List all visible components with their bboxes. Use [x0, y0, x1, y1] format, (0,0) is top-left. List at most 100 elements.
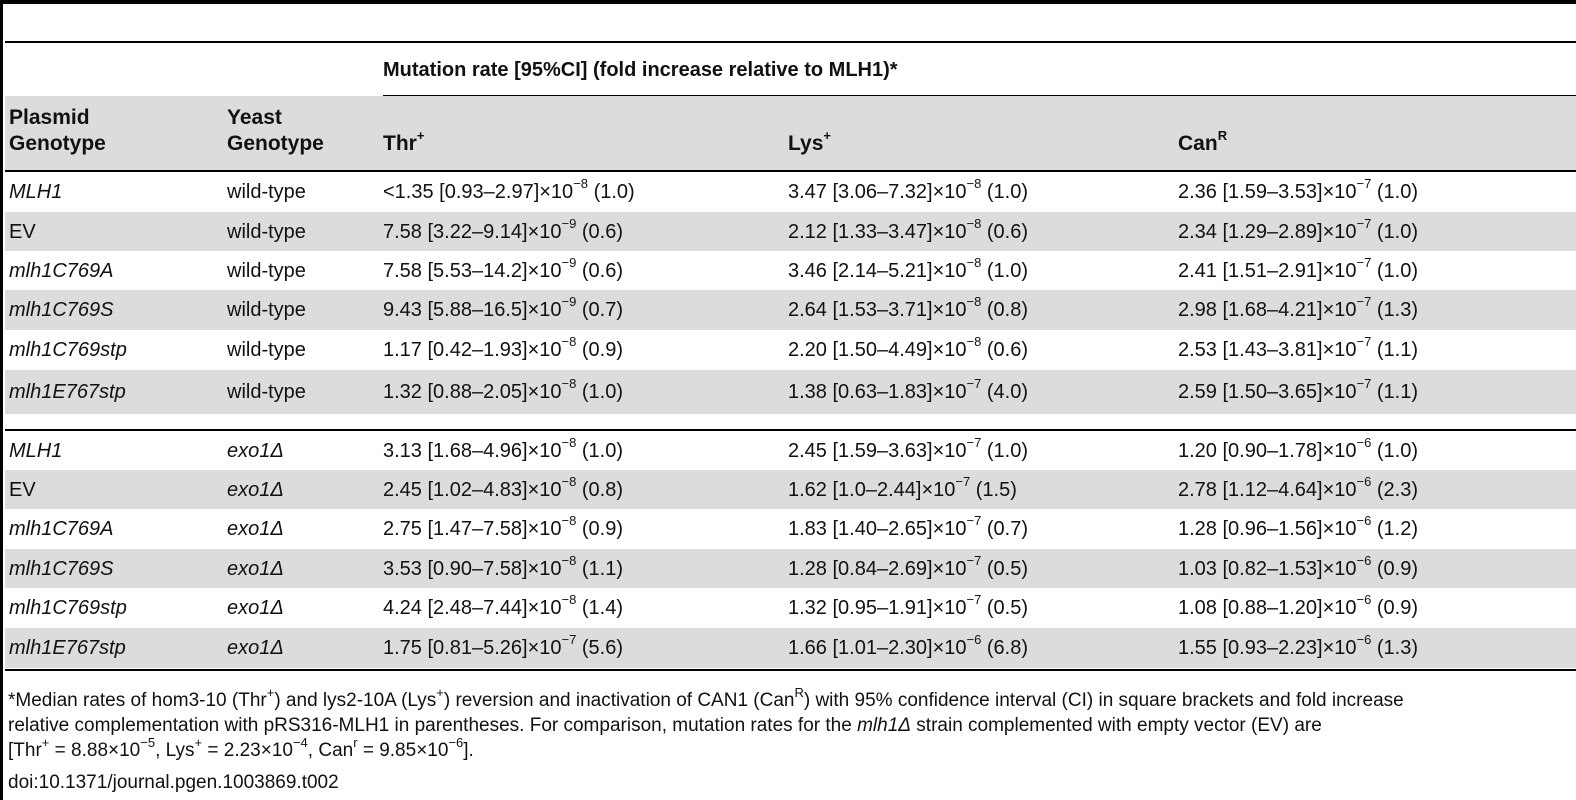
cell-rate-thr: 2.75 [1.47–7.58]×10−8 (0.9): [383, 514, 624, 541]
cell-yeast-genotype: wild-type: [227, 298, 306, 322]
yeast-genotype-text: exo1Δ: [227, 558, 284, 580]
plasmid-genotype-text: MLH1: [9, 440, 63, 462]
cell-yeast-genotype: wild-type: [227, 338, 306, 362]
cell-plasmid-genotype: mlh1E767stp: [9, 636, 126, 660]
rate-fold: (1.1): [576, 558, 624, 580]
fn-text: ) and lys2-10A (Lys: [274, 690, 437, 711]
fn-text: = 9.85×10: [357, 740, 449, 761]
rate-value: 1.17 [0.42–1.93]×10: [383, 339, 562, 361]
cell-yeast-genotype: exo1Δ: [227, 439, 284, 463]
rate-value: 2.41 [1.51–2.91]×10: [1178, 260, 1357, 282]
rate-exponent: −7: [1356, 176, 1372, 192]
rate-fold: (0.6): [981, 339, 1029, 361]
fn-sup: −6: [448, 734, 464, 750]
rate-fold: (1.0): [1371, 221, 1419, 243]
rate-exponent: −8: [966, 294, 982, 310]
rate-value: 7.58 [3.22–9.14]×10: [383, 221, 562, 243]
rate-fold: (0.6): [576, 260, 624, 282]
rate-value: <1.35 [0.93–2.97]×10: [383, 181, 574, 203]
rate-fold: (2.3): [1371, 479, 1419, 501]
rate-value: 4.24 [2.48–7.44]×10: [383, 597, 562, 619]
rate-exponent: −6: [1356, 513, 1372, 529]
header-thr: Thr+: [383, 128, 425, 157]
rate-value: 2.53 [1.43–3.81]×10: [1178, 339, 1357, 361]
footnote-line-1: *Median rates of hom3-10 (Thr+) and lys2…: [8, 684, 1574, 713]
table-row: mlh1C769A wild-type 7.58 [5.53–14.2]×10−9 …: [5, 251, 1576, 290]
rate-value: 2.98 [1.68–4.21]×10: [1178, 299, 1357, 321]
cell-plasmid-genotype: MLH1: [9, 180, 62, 204]
rate-value: 2.59 [1.50–3.65]×10: [1178, 381, 1357, 403]
rate-fold: (1.0): [576, 381, 624, 403]
yeast-genotype-text: wild-type: [227, 221, 306, 243]
cell-rate-thr: 3.53 [0.90–7.58]×10−8 (1.1): [383, 554, 624, 581]
rate-fold: (1.4): [576, 597, 624, 619]
fn-sup: R: [794, 684, 804, 700]
plasmid-genotype-text: mlh1C769A: [9, 260, 114, 282]
cell-rate-can: 2.34 [1.29–2.89]×10−7 (1.0): [1178, 217, 1419, 244]
plasmid-genotype-text: mlh1E767stp: [9, 637, 126, 659]
rate-fold: (0.9): [1371, 558, 1419, 580]
rate-exponent: −8: [561, 435, 577, 451]
rate-value: 1.20 [0.90–1.78]×10: [1178, 440, 1357, 462]
header-plasmid-line2: Genotype: [9, 132, 106, 155]
header-can: CanR: [1178, 129, 1227, 157]
rate-exponent: −7: [1356, 255, 1372, 271]
yeast-genotype-text: wild-type: [227, 299, 306, 321]
rate-value: 1.62 [1.0–2.44]×10: [788, 479, 956, 501]
cell-rate-lys: 2.64 [1.53–3.71]×10−8 (0.8): [788, 295, 1028, 322]
rate-exponent: −8: [561, 513, 577, 529]
cell-rate-can: 1.03 [0.82–1.53]×10−6 (0.9): [1178, 554, 1419, 581]
cell-rate-thr: 9.43 [5.88–16.5]×10−9 (0.7): [383, 295, 623, 322]
table-footnote: *Median rates of hom3-10 (Thr+) and lys2…: [8, 684, 1574, 763]
cell-rate-lys: 3.47 [3.06–7.32]×10−8 (1.0): [788, 177, 1028, 204]
yeast-genotype-text: wild-type: [227, 339, 306, 361]
plasmid-genotype-text: EV: [9, 221, 36, 243]
rate-fold: (0.9): [576, 518, 624, 540]
rate-fold: (0.6): [981, 221, 1029, 243]
fn-sup: r: [353, 734, 358, 750]
cell-rate-can: 1.28 [0.96–1.56]×10−6 (1.2): [1178, 514, 1418, 541]
rate-fold: (1.0): [576, 440, 624, 462]
header-thr-sup: +: [416, 128, 425, 143]
cell-yeast-genotype: exo1Δ: [227, 557, 284, 581]
cell-rate-thr: <1.35 [0.93–2.97]×10−8 (1.0): [383, 177, 635, 204]
rate-value: 2.36 [1.59–3.53]×10: [1178, 181, 1357, 203]
yeast-genotype-text: wild-type: [227, 181, 306, 203]
rate-fold: (1.3): [1371, 637, 1419, 659]
header-bottom-rule: [5, 170, 1576, 172]
rate-exponent: −7: [966, 592, 982, 608]
top-border: [0, 0, 1576, 4]
rate-exponent: −7: [955, 474, 971, 490]
yeast-genotype-text: exo1Δ: [227, 518, 284, 540]
column-header-row: Plasmid Genotype Yeast Genotype Thr+ Lys…: [5, 96, 1576, 171]
cell-rate-thr: 3.13 [1.68–4.96]×10−8 (1.0): [383, 436, 624, 463]
rate-exponent: −6: [1356, 553, 1372, 569]
rate-value: 2.64 [1.53–3.71]×10: [788, 299, 967, 321]
cell-rate-can: 2.78 [1.12–4.64]×10−6 (2.3): [1178, 475, 1419, 502]
rate-value: 1.28 [0.84–2.69]×10: [788, 558, 967, 580]
rate-value: 1.83 [1.40–2.65]×10: [788, 518, 967, 540]
fn-text: *Median rates of hom3-10 (Thr: [8, 690, 267, 711]
plasmid-genotype-text: mlh1C769S: [9, 299, 114, 321]
cell-yeast-genotype: exo1Δ: [227, 517, 284, 541]
table-row: EV wild-type 7.58 [3.22–9.14]×10−9 (0.6) 2.…: [5, 212, 1576, 251]
rate-fold: (1.1): [1371, 381, 1419, 403]
header-yeast-line2: Genotype: [227, 132, 324, 155]
doi-link[interactable]: doi:10.1371/journal.pgen.1003869.t002: [8, 772, 339, 793]
rate-fold: (1.3): [1371, 299, 1419, 321]
rate-fold: (4.0): [981, 381, 1029, 403]
cell-rate-lys: 1.66 [1.01–2.30]×10−6 (6.8): [788, 633, 1028, 660]
plasmid-genotype-text: mlh1C769stp: [9, 597, 127, 619]
rate-exponent: −9: [561, 294, 577, 310]
rate-value: 1.66 [1.01–2.30]×10: [788, 637, 967, 659]
spanning-header-rule: [383, 95, 1576, 96]
rate-fold: (0.8): [576, 479, 624, 501]
cell-rate-lys: 1.62 [1.0–2.44]×10−7 (1.5): [788, 475, 1017, 502]
fn-text: [Thr: [8, 740, 42, 761]
fn-sup: +: [266, 684, 275, 700]
rate-exponent: −7: [561, 632, 577, 648]
cell-plasmid-genotype: mlh1E767stp: [9, 380, 126, 404]
cell-rate-lys: 1.83 [1.40–2.65]×10−7 (0.7): [788, 514, 1028, 541]
rate-fold: (1.0): [1371, 440, 1419, 462]
rate-fold: (1.0): [981, 440, 1029, 462]
